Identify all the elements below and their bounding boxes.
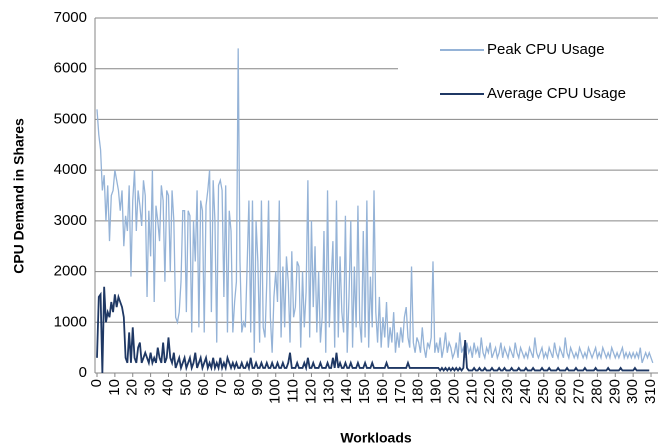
x-tick-label: 210 bbox=[463, 379, 480, 404]
x-tick-label: 140 bbox=[338, 379, 355, 404]
legend-label: Average CPU Usage bbox=[487, 85, 626, 102]
y-axis-label: CPU Demand in Shares bbox=[11, 118, 27, 274]
x-tick-label: 20 bbox=[124, 379, 141, 396]
x-tick-label: 250 bbox=[535, 379, 552, 404]
x-tick-label: 40 bbox=[159, 379, 176, 396]
x-tick-label: 170 bbox=[392, 379, 409, 404]
x-tick-label: 150 bbox=[356, 379, 373, 404]
x-tick-label: 200 bbox=[445, 379, 462, 404]
y-tick-label: 4000 bbox=[54, 161, 87, 178]
y-tick-label: 2000 bbox=[54, 263, 87, 280]
legend-label: Peak CPU Usage bbox=[487, 41, 605, 58]
x-tick-label: 130 bbox=[320, 379, 337, 404]
y-tick-label: 7000 bbox=[54, 9, 87, 26]
x-tick-label: 0 bbox=[88, 379, 105, 387]
x-tick-label: 240 bbox=[517, 379, 534, 404]
series-line bbox=[96, 48, 654, 364]
x-tick-label: 50 bbox=[177, 379, 194, 396]
x-tick-label: 190 bbox=[428, 379, 445, 404]
x-tick-label: 100 bbox=[267, 379, 284, 404]
x-tick-label: 230 bbox=[499, 379, 516, 404]
x-tick-label: 90 bbox=[249, 379, 266, 396]
x-tick-label: 180 bbox=[410, 379, 427, 404]
x-axis-label: Workloads bbox=[340, 430, 412, 446]
x-tick-label: 70 bbox=[213, 379, 230, 396]
x-tick-label: 290 bbox=[606, 379, 623, 404]
series-line bbox=[96, 286, 650, 374]
x-tick-label: 110 bbox=[285, 379, 302, 403]
x-tick-label: 260 bbox=[553, 379, 570, 404]
x-tick-label: 220 bbox=[481, 379, 498, 404]
x-tick-label: 310 bbox=[642, 379, 659, 404]
x-tick-label: 280 bbox=[588, 379, 605, 404]
legend-box bbox=[398, 32, 660, 118]
x-tick-label: 60 bbox=[195, 379, 212, 396]
x-tick-label: 80 bbox=[231, 379, 248, 396]
y-tick-label: 5000 bbox=[54, 110, 87, 127]
x-tick-label: 270 bbox=[571, 379, 588, 404]
x-tick-label: 30 bbox=[142, 379, 159, 396]
y-tick-label: 3000 bbox=[54, 212, 87, 229]
x-tick-label: 300 bbox=[624, 379, 641, 404]
x-tick-label: 120 bbox=[302, 379, 319, 404]
x-tick-label: 160 bbox=[374, 379, 391, 404]
y-tick-label: 6000 bbox=[54, 60, 87, 77]
x-tick-label: 10 bbox=[106, 379, 123, 396]
y-tick-label: 0 bbox=[79, 364, 87, 381]
y-tick-label: 1000 bbox=[54, 313, 87, 330]
legend: Peak CPU Usage Average CPU Usage bbox=[398, 32, 660, 118]
